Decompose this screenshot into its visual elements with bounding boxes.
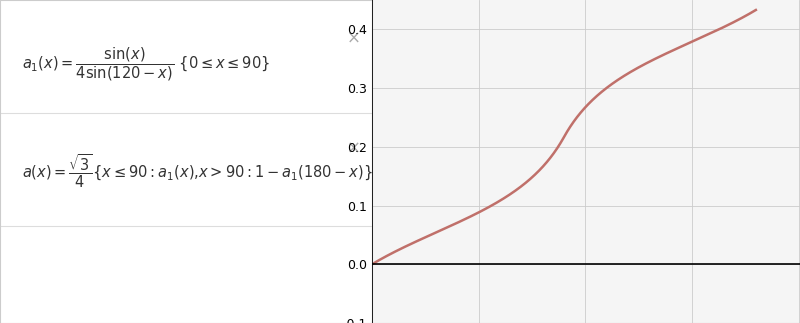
Point xyxy=(0,321,5,323)
Text: ×: × xyxy=(347,30,361,48)
Text: ×: × xyxy=(347,140,361,158)
Text: $a_1(x) = \dfrac{\sin(x)}{4\sin(120-x)}\ \{0 \leq x \leq 90\}$: $a_1(x) = \dfrac{\sin(x)}{4\sin(120-x)}\… xyxy=(22,46,270,83)
Point xyxy=(0,321,5,323)
Line: 5 pts: 5 pts xyxy=(0,0,372,323)
Text: $a(x) = \dfrac{\sqrt{3}}{4}\left\{x \leq 90{:}a_1(x){,}x > 90{:}1 - a_1(180-x)\r: $a(x) = \dfrac{\sqrt{3}}{4}\left\{x \leq… xyxy=(22,152,374,190)
Point xyxy=(367,0,377,2)
Point xyxy=(0,0,5,2)
Point xyxy=(367,321,377,323)
